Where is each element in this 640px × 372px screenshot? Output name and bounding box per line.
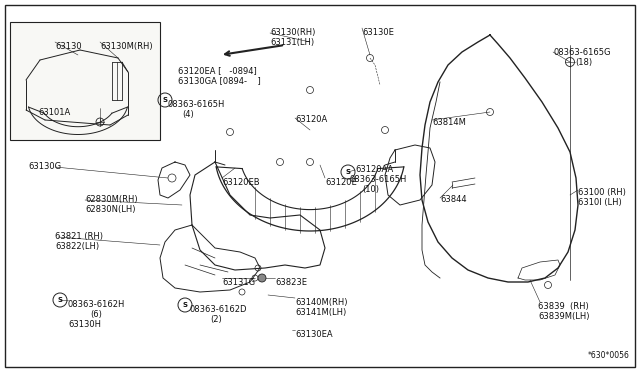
- Text: 63120AA: 63120AA: [355, 165, 393, 174]
- Text: 63120EB: 63120EB: [222, 178, 260, 187]
- Text: 62830M(RH): 62830M(RH): [85, 195, 138, 204]
- Text: 63120EA [   -0894]: 63120EA [ -0894]: [178, 66, 257, 75]
- Text: (4): (4): [182, 110, 194, 119]
- Text: 63130: 63130: [55, 42, 82, 51]
- Text: (10): (10): [362, 185, 379, 194]
- Text: 08363-6162D: 08363-6162D: [190, 305, 248, 314]
- Text: 63101A: 63101A: [38, 108, 70, 117]
- Text: 08363-6162H: 08363-6162H: [68, 300, 125, 309]
- Text: 63130E: 63130E: [362, 28, 394, 37]
- Text: 63823E: 63823E: [275, 278, 307, 287]
- Text: 63821 (RH): 63821 (RH): [55, 232, 103, 241]
- Text: 63822(LH): 63822(LH): [55, 242, 99, 251]
- Text: 08363-6165G: 08363-6165G: [553, 48, 611, 57]
- Text: 08363-6165H: 08363-6165H: [168, 100, 225, 109]
- Text: 63120A: 63120A: [295, 115, 327, 124]
- Text: S: S: [182, 302, 188, 308]
- Text: 63120E: 63120E: [325, 178, 356, 187]
- Text: 63844: 63844: [440, 195, 467, 204]
- Text: 63130G: 63130G: [28, 162, 61, 171]
- Text: (2): (2): [210, 315, 221, 324]
- Text: 63130M(RH): 63130M(RH): [100, 42, 152, 51]
- Text: 63100 (RH): 63100 (RH): [578, 188, 626, 197]
- Text: 63130GA [0894-    ]: 63130GA [0894- ]: [178, 76, 260, 85]
- Text: 63131G: 63131G: [222, 278, 255, 287]
- Text: 62830N(LH): 62830N(LH): [85, 205, 136, 214]
- Text: 63140M(RH): 63140M(RH): [295, 298, 348, 307]
- Text: 63130H: 63130H: [68, 320, 101, 329]
- Text: 63839  (RH): 63839 (RH): [538, 302, 589, 311]
- Bar: [10, 22, 160, 140]
- Circle shape: [258, 274, 266, 282]
- Text: 63141M(LH): 63141M(LH): [295, 308, 346, 317]
- Text: *630*0056: *630*0056: [588, 351, 630, 360]
- Text: 63130(RH): 63130(RH): [270, 28, 316, 37]
- Text: (6): (6): [90, 310, 102, 319]
- Text: 63839M(LH): 63839M(LH): [538, 312, 589, 321]
- Text: 63814M: 63814M: [432, 118, 466, 127]
- Text: 63131(LH): 63131(LH): [270, 38, 314, 47]
- Text: S: S: [58, 297, 63, 303]
- Text: (18): (18): [575, 58, 592, 67]
- Text: 63130EA: 63130EA: [295, 330, 333, 339]
- Text: S: S: [346, 169, 351, 175]
- Text: 6310l (LH): 6310l (LH): [578, 198, 621, 207]
- Text: 08363-6165H: 08363-6165H: [350, 175, 408, 184]
- Text: S: S: [163, 97, 168, 103]
